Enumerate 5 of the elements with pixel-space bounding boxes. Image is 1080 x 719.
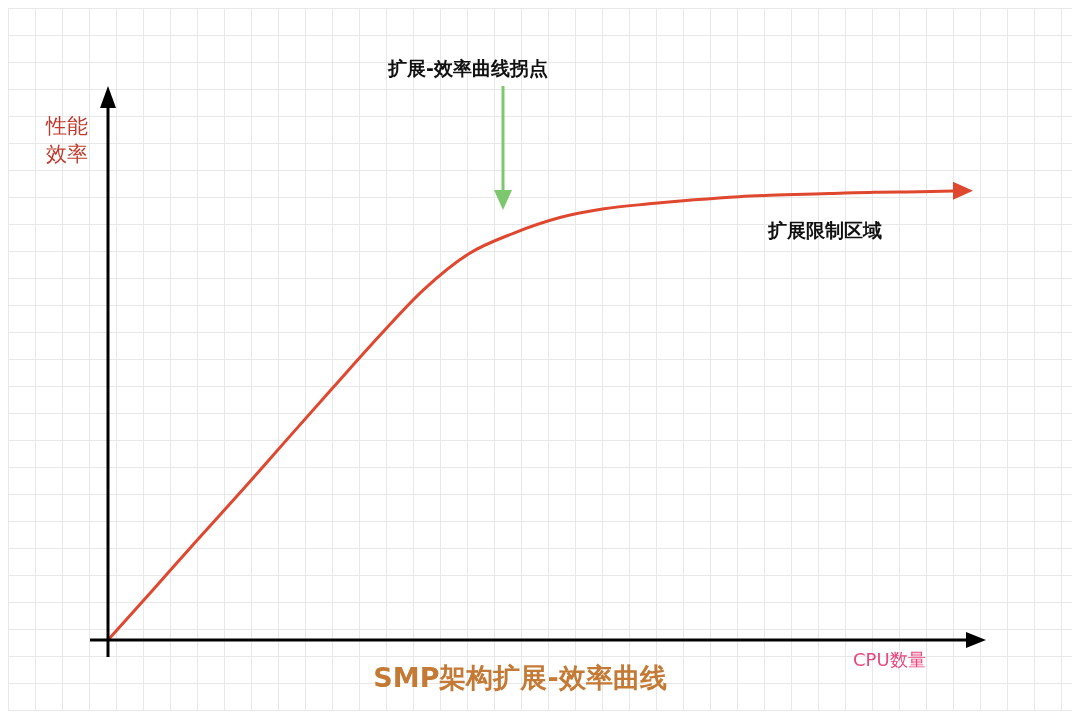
y-axis-title: 性能效率 bbox=[46, 113, 89, 168]
text: SMP架构扩展-效率曲线 bbox=[373, 662, 667, 693]
text: 扩展-效率曲线拐点 bbox=[388, 56, 548, 81]
annotation: 扩展限制区域 bbox=[768, 218, 882, 243]
x-axis-title: CPU数量 bbox=[853, 648, 926, 672]
